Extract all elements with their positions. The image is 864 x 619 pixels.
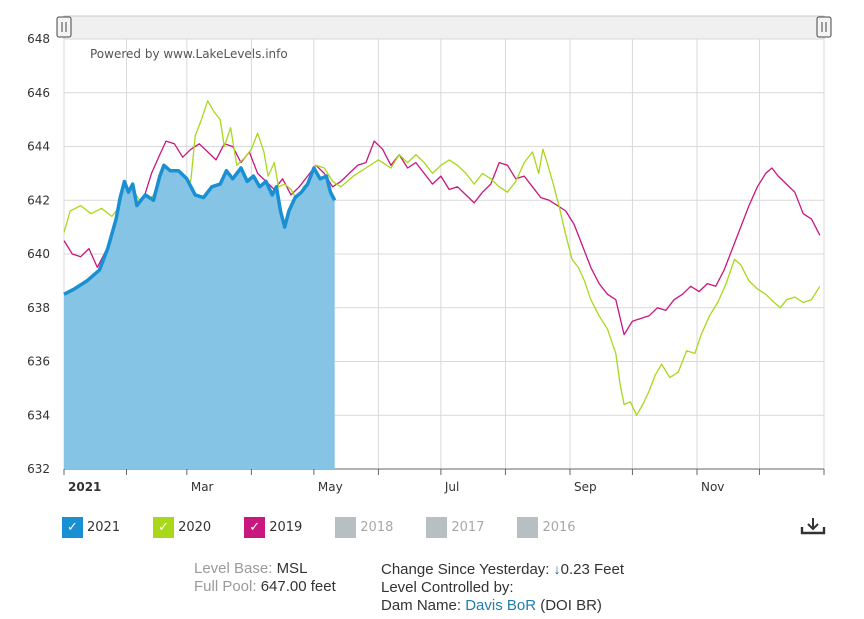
checkbox-checked-icon[interactable]: ✓ xyxy=(62,516,83,538)
series-area-2021 xyxy=(64,165,335,470)
series-line-2019 xyxy=(63,140,821,336)
checkbox-unchecked-icon[interactable] xyxy=(426,516,448,538)
y-tick-label: 642 xyxy=(27,193,50,207)
legend-label: 2019 xyxy=(269,519,303,535)
series-line-2020 xyxy=(63,100,821,416)
y-tick-label: 640 xyxy=(27,247,50,261)
full-pool-label: Full Pool: xyxy=(194,578,257,595)
download-icon[interactable] xyxy=(800,516,826,536)
y-tick-label: 646 xyxy=(27,86,50,100)
x-tick-label: May xyxy=(318,480,343,494)
legend-label: 2020 xyxy=(178,519,212,535)
legend-item-2020[interactable]: ✓ 2020 xyxy=(153,516,212,538)
info-left: Level Base: MSL Full Pool: 647.00 feet xyxy=(194,560,336,596)
controlled-label: Level Controlled by: xyxy=(381,579,514,596)
scroll-handle-left-icon[interactable] xyxy=(56,16,72,38)
info-right: Change Since Yesterday: ↓0.23 Feet Level… xyxy=(381,560,624,615)
y-tick-label: 636 xyxy=(27,355,50,369)
dam-suffix: (DOI BR) xyxy=(540,597,602,614)
navigator-bar[interactable] xyxy=(63,15,825,40)
change-value: 0.23 Feet xyxy=(560,561,625,578)
y-axis: 632 634 636 638 640 642 644 646 648 xyxy=(27,32,50,476)
watermark: Powered by www.LakeLevels.info xyxy=(90,47,288,61)
x-axis: 2021 Mar May Jul Sep Nov xyxy=(63,469,825,494)
x-tick-label: Nov xyxy=(701,480,724,494)
checkbox-checked-icon[interactable]: ✓ xyxy=(153,516,175,538)
legend: ✓ 2021 ✓ 2020 ✓ 2019 2018 2017 2016 xyxy=(62,515,609,539)
y-tick-label: 644 xyxy=(27,140,50,154)
series-area-layer xyxy=(63,100,821,470)
change-label: Change Since Yesterday: xyxy=(381,561,550,578)
dam-link[interactable]: Davis BoR xyxy=(465,597,537,614)
x-tick-label: Jul xyxy=(444,480,459,494)
scroll-handle-right-icon[interactable] xyxy=(816,16,832,38)
legend-label: 2016 xyxy=(542,519,576,535)
x-tick-label: Sep xyxy=(574,480,597,494)
level-base-value: MSL xyxy=(276,560,308,577)
legend-item-2016[interactable]: 2016 xyxy=(517,516,576,538)
dam-label: Dam Name: xyxy=(381,597,462,614)
series-line-layer xyxy=(63,163,337,296)
y-tick-label: 638 xyxy=(27,301,50,315)
checkbox-unchecked-icon[interactable] xyxy=(335,516,357,538)
legend-item-2018[interactable]: 2018 xyxy=(335,516,394,538)
level-base-label: Level Base: xyxy=(194,560,273,577)
checkbox-unchecked-icon[interactable] xyxy=(517,516,539,538)
y-tick-label: 634 xyxy=(27,408,50,422)
y-tick-label: 648 xyxy=(27,32,50,46)
legend-label: 2017 xyxy=(451,519,485,535)
legend-item-2017[interactable]: 2017 xyxy=(426,516,485,538)
x-tick-label: 2021 xyxy=(68,480,101,494)
legend-label: 2018 xyxy=(360,519,394,535)
series-line-2021 xyxy=(63,163,337,296)
legend-label: 2021 xyxy=(87,519,121,535)
legend-item-2019[interactable]: ✓ 2019 xyxy=(244,516,303,538)
full-pool-value: 647.00 feet xyxy=(260,578,336,595)
legend-item-2021[interactable]: ✓ 2021 xyxy=(62,516,121,538)
y-tick-label: 632 xyxy=(27,462,50,476)
down-arrow-icon: ↓ xyxy=(553,561,561,577)
checkbox-checked-icon[interactable]: ✓ xyxy=(244,516,266,538)
x-tick-label: Mar xyxy=(191,480,214,494)
